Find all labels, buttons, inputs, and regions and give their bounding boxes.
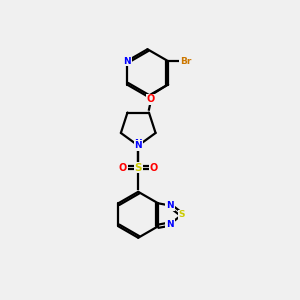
Text: O: O	[149, 163, 158, 173]
Text: S: S	[178, 210, 185, 219]
Text: S: S	[134, 163, 142, 173]
Text: N: N	[166, 220, 174, 229]
Text: O: O	[146, 94, 154, 104]
Text: O: O	[119, 163, 127, 173]
Text: N: N	[134, 141, 142, 150]
Text: N: N	[123, 56, 131, 65]
Text: N: N	[166, 201, 174, 210]
Text: N: N	[134, 139, 142, 148]
Text: Br: Br	[180, 56, 191, 65]
